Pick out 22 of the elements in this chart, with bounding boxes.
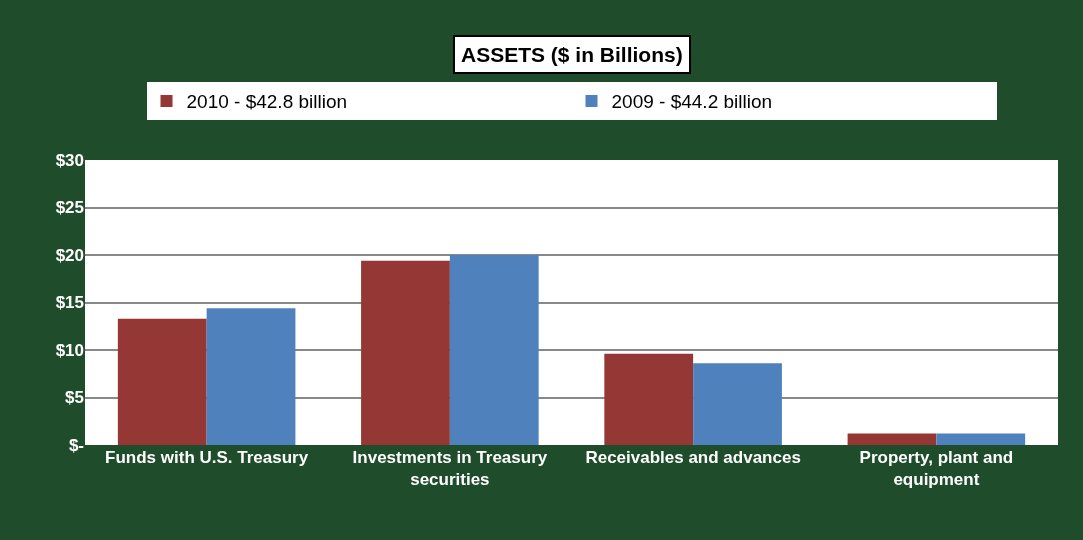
y-tick-label: $25 xyxy=(55,198,84,218)
x-tick-label: Receivables and advances xyxy=(585,448,801,467)
bar xyxy=(206,308,296,445)
y-tick-label: $10 xyxy=(55,340,84,360)
y-tick-label: $20 xyxy=(55,245,84,265)
x-tick-label: Funds with U.S. Treasury xyxy=(105,448,309,467)
bar xyxy=(847,433,937,445)
chart-title: ASSETS ($ in Billions) xyxy=(461,43,683,66)
bar xyxy=(117,318,207,445)
y-tick-label: $- xyxy=(68,435,84,455)
legend-label: 2009 - $44.2 billion xyxy=(611,91,773,113)
legend-label: 2010 - $42.8 billion xyxy=(186,91,348,113)
x-tick-label: Investments in Treasury securities xyxy=(352,448,548,490)
bar xyxy=(693,363,782,445)
y-tick-label: $15 xyxy=(55,293,84,313)
y-tick-label: $30 xyxy=(55,150,84,170)
bar xyxy=(936,433,1026,445)
bar xyxy=(449,255,539,445)
bar xyxy=(361,260,450,445)
bar xyxy=(604,353,694,445)
x-tick-label: Property, plant and equipment xyxy=(859,448,1014,490)
y-tick-label: $5 xyxy=(65,388,84,408)
